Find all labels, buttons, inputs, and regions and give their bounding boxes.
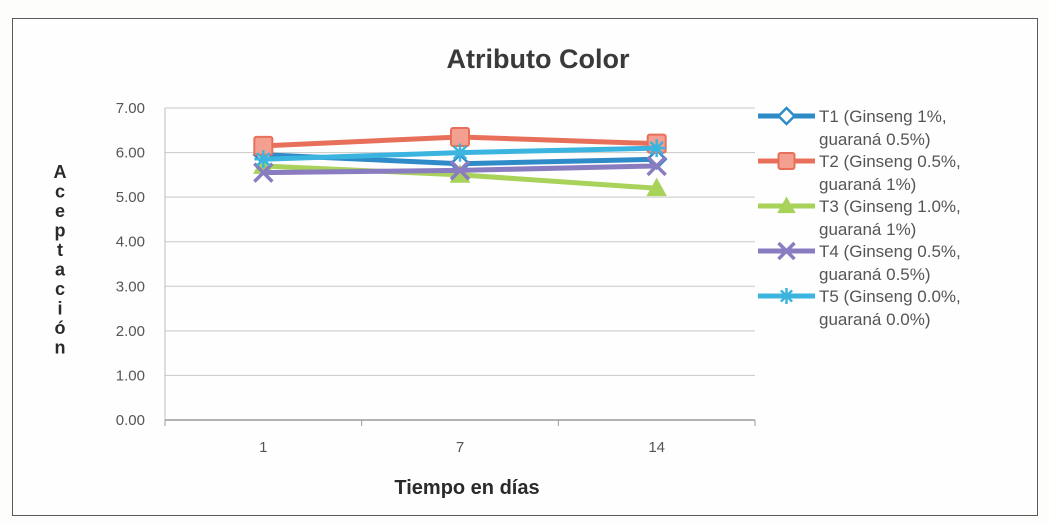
y-axis-label-char: a <box>55 260 66 280</box>
x-axis-ticks: 1 7 14 <box>164 420 756 456</box>
x-tick-label: 1 <box>259 439 267 456</box>
y-tick-label: 5.00 <box>116 189 145 206</box>
legend-item: T1 (Ginseng 1%, guaraná 0.5%) <box>758 106 947 149</box>
legend-marker <box>777 241 796 261</box>
series-4 <box>253 155 667 183</box>
y-axis-label-char: e <box>55 201 65 221</box>
y-tick-label: 2.00 <box>116 323 145 340</box>
x-tick-label: 14 <box>648 439 665 456</box>
data-point <box>449 160 471 181</box>
data-point <box>450 126 470 147</box>
chart-title: Atributo Color <box>447 44 630 74</box>
y-axis-label-char: c <box>55 279 65 299</box>
y-tick-label: 4.00 <box>116 234 145 251</box>
y-axis-label-char: t <box>57 240 63 260</box>
legend-label: T5 (Ginseng 0.0%, guaraná 0.0%) <box>819 287 961 329</box>
y-tick-label: 0.00 <box>116 412 145 429</box>
legend-item: T3 (Ginseng 1.0%, guaraná 1%) <box>758 196 961 239</box>
data-point <box>646 155 667 177</box>
data-point <box>647 139 666 158</box>
y-axis-label-char: c <box>55 182 65 202</box>
legend-label: T2 (Ginseng 0.5%, guaraná 1%) <box>819 152 961 194</box>
legend: T1 (Ginseng 1%, guaraná 0.5%)T2 (Ginseng … <box>758 106 961 329</box>
series-lines <box>252 126 668 197</box>
y-axis-label-char: i <box>57 299 62 319</box>
data-point <box>451 143 469 162</box>
series-5 <box>254 139 666 169</box>
y-axis-label-char: n <box>55 338 66 358</box>
legend-label: T4 (Ginseng 0.5%, guaraná 0.5%) <box>819 242 961 284</box>
legend-label: T1 (Ginseng 1%, guaraná 0.5%) <box>819 107 947 149</box>
data-point <box>254 150 273 169</box>
y-tick-label: 1.00 <box>116 367 145 384</box>
legend-item: T4 (Ginseng 0.5%, guaraná 0.5%) <box>758 241 961 284</box>
y-tick-label: 7.00 <box>116 100 145 117</box>
chart-frame <box>12 18 1038 516</box>
y-axis-label-char: ó <box>55 318 66 338</box>
data-point <box>646 177 667 197</box>
x-axis-label: Tiempo en días <box>394 477 539 499</box>
legend-marker <box>776 106 797 126</box>
y-axis-label-char: A <box>54 162 67 182</box>
data-point <box>253 162 274 183</box>
legend-marker <box>777 196 796 214</box>
legend-item: T5 (Ginseng 0.0%, guaraná 0.0%) <box>758 287 961 329</box>
x-tick-label: 7 <box>456 439 464 456</box>
y-tick-label: 3.00 <box>116 278 145 295</box>
legend-marker <box>778 288 795 304</box>
y-tick-label: 6.00 <box>116 145 145 162</box>
legend-label: T3 (Ginseng 1.0%, guaraná 1%) <box>819 197 961 239</box>
y-axis-label-char: p <box>55 221 66 241</box>
legend-marker <box>777 152 796 170</box>
y-axis-ticks: 0.00 1.00 2.00 3.00 4.00 5.00 6.00 7.00 <box>116 100 145 429</box>
legend-item: T2 (Ginseng 0.5%, guaraná 1%) <box>758 152 961 194</box>
